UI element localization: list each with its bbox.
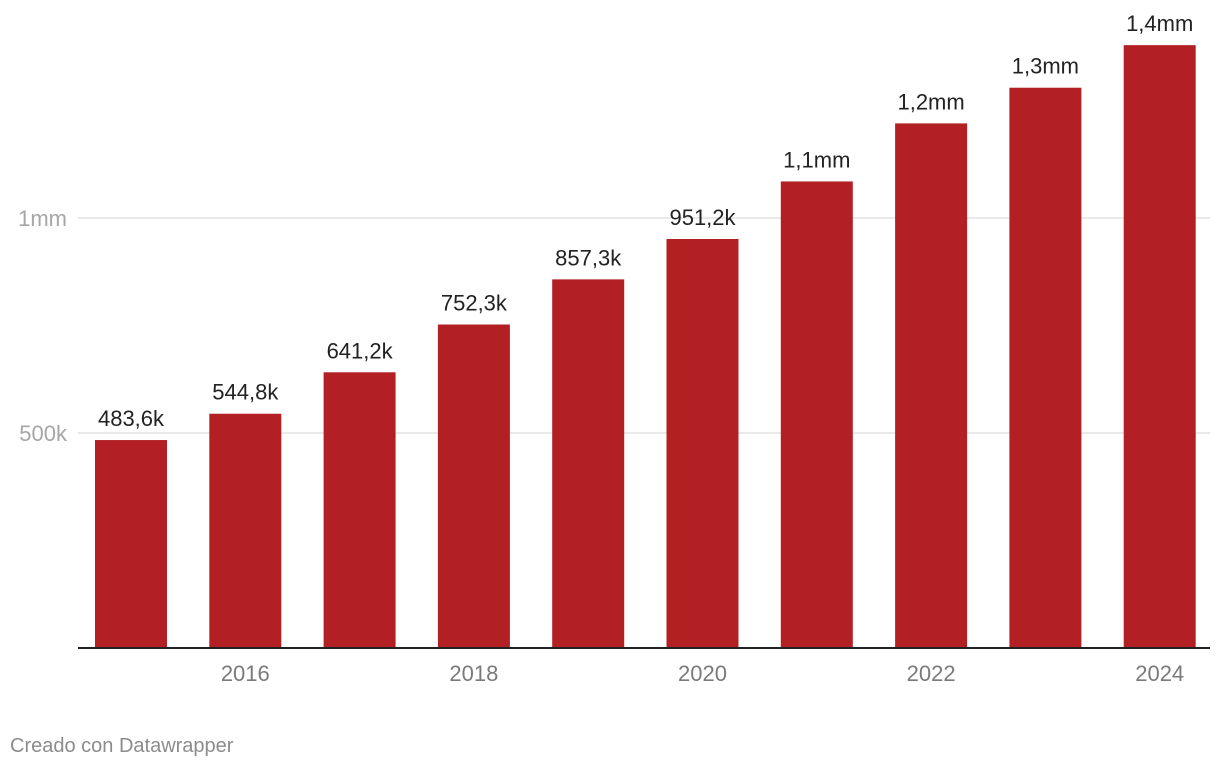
bar — [666, 238, 739, 648]
bar — [437, 324, 510, 648]
bar — [1009, 87, 1082, 648]
data-label: 544,8k — [212, 380, 279, 405]
bar — [323, 372, 396, 648]
bar — [895, 123, 968, 648]
bar — [780, 181, 853, 648]
bar — [95, 440, 167, 648]
x-tick-label: 2022 — [907, 661, 956, 686]
y-tick-label: 1mm — [18, 206, 67, 231]
bar — [209, 413, 282, 648]
bar — [552, 279, 625, 648]
data-label: 641,2k — [327, 338, 394, 363]
data-label: 483,6k — [98, 406, 165, 431]
data-labels: 483,6k 544,8k 641,2k 752,3k 857,3k 951,2k 1,1m… — [98, 11, 1193, 431]
data-label: 1,2mm — [897, 89, 964, 114]
data-label: 1,4mm — [1126, 11, 1193, 36]
x-tick-label: 2024 — [1135, 661, 1184, 686]
y-axis-ticks: 500k 1mm — [18, 206, 68, 446]
bar — [1123, 45, 1196, 648]
data-label: 857,3k — [555, 245, 622, 270]
data-label: 951,2k — [669, 205, 736, 230]
x-tick-label: 2018 — [449, 661, 498, 686]
y-tick-label: 500k — [19, 421, 68, 446]
bars — [95, 45, 1196, 648]
x-tick-label: 2020 — [678, 661, 727, 686]
data-label: 1,1mm — [783, 147, 850, 172]
credit-text: Creado con Datawrapper — [10, 735, 234, 757]
data-label: 1,3mm — [1012, 54, 1079, 79]
x-axis-ticks: 2016 2018 2020 2022 2024 — [221, 661, 1184, 686]
data-label: 752,3k — [441, 291, 508, 316]
x-tick-label: 2016 — [221, 661, 270, 686]
